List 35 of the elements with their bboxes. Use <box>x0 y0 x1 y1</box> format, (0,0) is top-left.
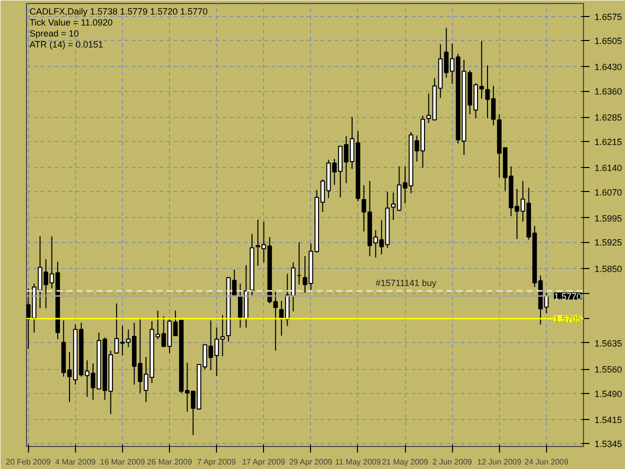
x-tick-label: 7 Apr 2009 <box>197 458 236 466</box>
y-tick-label: 1.5995 <box>594 213 622 224</box>
x-tick-label: 4 Mar 2009 <box>55 458 96 466</box>
y-tick-label: 1.6360 <box>594 86 622 97</box>
y-tick-label: 1.5415 <box>594 414 622 425</box>
x-tick-label: 29 Apr 2009 <box>289 458 333 466</box>
x-tick-label: 20 Feb 2009 <box>6 458 52 466</box>
annotation: Tick Value = 11.0920 <box>30 18 113 28</box>
ref-line-label: 1.5705 <box>554 314 582 324</box>
y-tick-label: 1.5635 <box>594 338 622 348</box>
x-tick-label: 21 May 2009 <box>382 458 429 466</box>
y-tick-label: 1.5925 <box>594 238 622 248</box>
ref-line-label: #15711141 buy <box>376 278 437 288</box>
x-tick-label: 11 May 2009 <box>335 458 382 466</box>
y-tick-label: 1.5490 <box>594 388 622 399</box>
y-tick-label: 1.6575 <box>594 12 622 22</box>
x-tick-label: 24 Jun 2009 <box>524 458 569 466</box>
ref-line-label: 1.5770 <box>554 292 582 302</box>
annotation: Spread = 10 <box>30 28 79 38</box>
annotation: ATR (14) = 0.0151 <box>30 40 104 50</box>
x-tick-label: 26 Mar 2009 <box>147 458 193 466</box>
chart-title: CADLFX,Daily 1.5738 1.5779 1.5720 1.5770 <box>30 6 208 16</box>
y-tick-label: 1.6430 <box>594 62 622 72</box>
y-tick-label: 1.6285 <box>594 112 622 123</box>
y-tick-label: 1.6505 <box>594 36 622 46</box>
x-tick-label: 2 Jun 2009 <box>432 458 473 466</box>
y-tick-label: 1.6140 <box>594 162 622 173</box>
x-tick-label: 12 Jun 2009 <box>477 458 522 466</box>
y-tick-label: 1.6070 <box>594 187 622 198</box>
y-tick-label: 1.5345 <box>594 439 622 450</box>
y-tick-label: 1.5850 <box>594 264 622 274</box>
y-tick-label: 1.5560 <box>594 364 622 375</box>
y-tick-label: 1.6215 <box>594 136 622 147</box>
x-tick-label: 17 Apr 2009 <box>242 458 286 466</box>
x-tick-label: 16 Mar 2009 <box>100 458 146 466</box>
